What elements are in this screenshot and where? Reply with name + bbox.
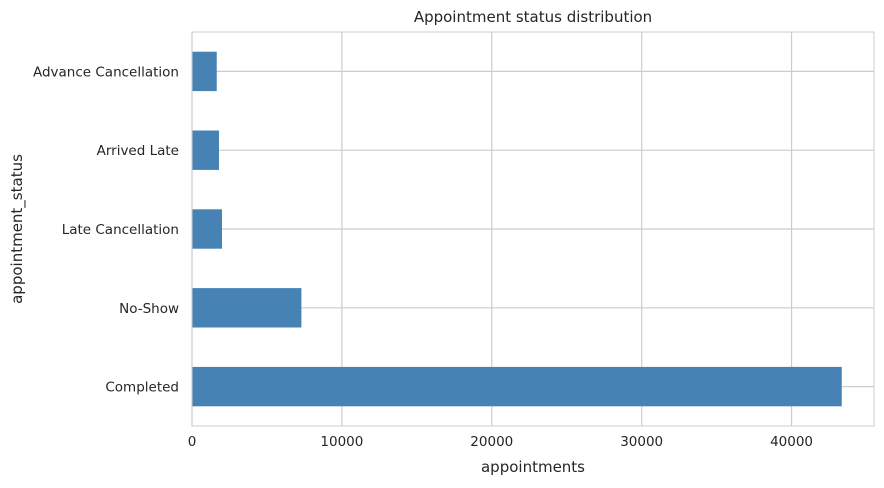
bar-completed	[192, 366, 842, 407]
bar-no-show	[192, 288, 302, 328]
x-tick-label: 20000	[470, 434, 513, 450]
bar-advance-cancellation	[192, 51, 217, 92]
y-tick-label: Advance Cancellation	[33, 64, 179, 80]
bar-late-cancellation	[192, 209, 222, 249]
bars	[192, 51, 842, 407]
y-tick-label: Late Cancellation	[62, 222, 179, 238]
x-tick-label: 10000	[320, 434, 363, 450]
bar-arrived-late	[192, 130, 219, 170]
y-tick-label: Arrived Late	[97, 143, 179, 159]
x-tick-labels: 0 10000 20000 30000 40000	[188, 434, 813, 450]
x-tick-label: 0	[188, 434, 197, 450]
y-tick-labels: Completed No-Show Late Cancellation Arrived…	[33, 64, 179, 395]
x-tick-label: 40000	[770, 434, 813, 450]
y-tick-label: No-Show	[119, 301, 179, 317]
x-tick-label: 30000	[620, 434, 663, 450]
y-axis-title: appointment_status	[8, 154, 27, 304]
x-axis-title: appointments	[481, 458, 585, 476]
y-tick-label: Completed	[105, 380, 179, 396]
chart-title: Appointment status distribution	[414, 8, 652, 26]
plot-frame	[191, 31, 875, 427]
